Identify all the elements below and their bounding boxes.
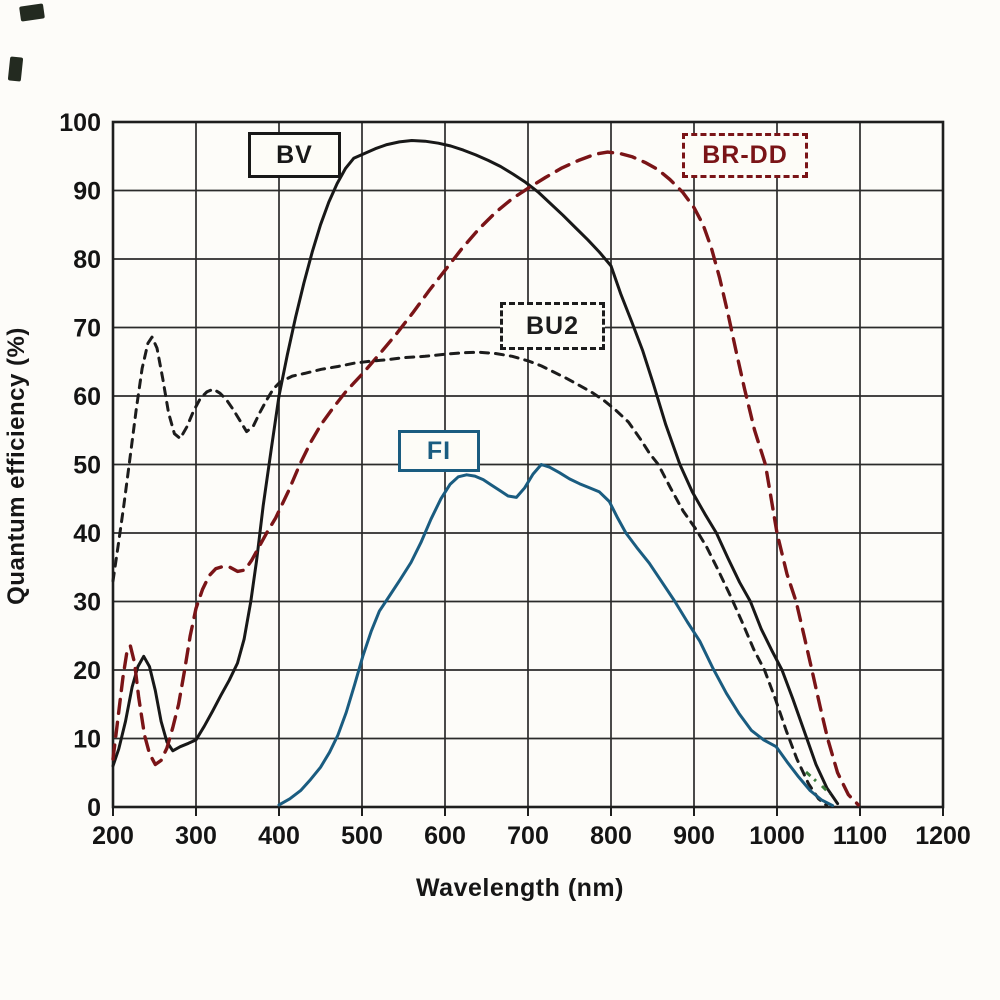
series-label-bu2: BU2	[500, 302, 605, 350]
series-label-fi: FI	[398, 430, 480, 472]
series-label-br-dd: BR-DD	[682, 133, 808, 178]
curve-br-dd	[111, 150, 860, 807]
x-tick-label: 1200	[915, 822, 971, 850]
x-tick-label: 700	[507, 822, 549, 850]
x-tick-label: 400	[258, 822, 300, 850]
x-tick-label: 1000	[749, 822, 805, 850]
scan-artifact-green	[804, 770, 832, 796]
y-tick-label: 60	[73, 383, 101, 411]
curve-fi	[277, 463, 835, 808]
x-tick-label: 500	[341, 822, 383, 850]
y-tick-label: 90	[73, 178, 101, 206]
y-tick-label: 70	[73, 315, 101, 343]
y-tick-label: 40	[73, 520, 101, 548]
curve-bu2	[111, 335, 829, 808]
x-tick-label: 600	[424, 822, 466, 850]
y-tick-label: 20	[73, 657, 101, 685]
x-tick-label: 300	[175, 822, 217, 850]
curve-bv	[111, 139, 840, 806]
y-tick-label: 10	[73, 726, 101, 754]
y-axis-title: Quantum efficiency (%)	[3, 327, 30, 605]
x-tick-label: 200	[92, 822, 134, 850]
y-tick-label: 30	[73, 589, 101, 617]
y-tick-label: 80	[73, 246, 101, 274]
x-axis-title: Wavelength (nm)	[416, 874, 624, 902]
y-tick-label: 0	[87, 794, 101, 822]
x-tick-label: 900	[673, 822, 715, 850]
y-tick-label: 100	[59, 109, 101, 137]
series-label-bv: BV	[248, 132, 341, 178]
x-tick-label: 800	[590, 822, 632, 850]
y-tick-label: 50	[73, 452, 101, 480]
x-tick-label: 1100	[833, 822, 887, 850]
